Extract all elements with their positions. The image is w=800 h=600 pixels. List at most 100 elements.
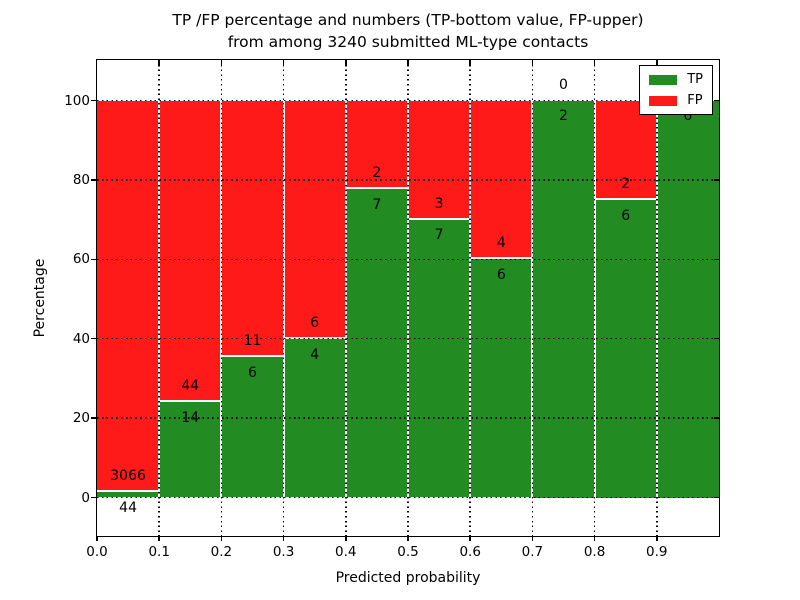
tp-bar-segment (656, 100, 719, 498)
tp-count-label: 44 (119, 499, 137, 516)
legend-row-fp: FP (649, 94, 703, 107)
y-tick-label: 20 (72, 410, 90, 427)
x-gridline (469, 60, 471, 536)
x-tick-inner (220, 60, 223, 65)
x-axis-label: Predicted probability (335, 570, 481, 586)
x-gridline (220, 60, 223, 536)
y-tick-label: 80 (72, 171, 90, 188)
x-tick-label: 0.8 (583, 544, 606, 560)
x-tick (407, 536, 409, 541)
x-gridline (407, 60, 409, 536)
tp-count-label: 6 (683, 108, 693, 125)
legend: TP FP (639, 65, 713, 115)
tp-count-label: 6 (496, 267, 506, 284)
x-tick-inner (469, 60, 471, 65)
x-tick-inner (282, 60, 285, 65)
tp-bar-segment (97, 491, 160, 498)
y-tick-inner (714, 417, 719, 419)
legend-swatch-tp (649, 74, 678, 85)
y-tick-inner (714, 258, 719, 261)
x-tick (282, 536, 285, 541)
x-tick-label: 0.5 (397, 544, 419, 560)
chart-title-line1: TP /FP percentage and numbers (TP-bottom… (172, 11, 644, 29)
x-tick-label: 0.2 (210, 544, 233, 560)
y-tick (91, 337, 96, 340)
chart-title-line2: from among 3240 submitted ML-type contac… (227, 33, 589, 51)
x-tick-inner (656, 60, 658, 65)
x-tick-label: 0.4 (335, 544, 357, 560)
fp-count-label: 6 (310, 314, 320, 331)
tp-count-label: 6 (248, 365, 257, 382)
tp-bar-segment (470, 259, 533, 498)
y-tick-inner (714, 337, 719, 340)
y-tick-label: 0 (81, 489, 90, 506)
fp-count-label: 11 (243, 333, 262, 350)
x-tick-label: 0.1 (148, 544, 170, 560)
fp-bar-segment (283, 100, 346, 339)
fp-count-label: 3 (434, 195, 444, 212)
fp-bar-segment (345, 100, 408, 189)
x-tick-label: 0.7 (521, 544, 544, 560)
tp-bar-segment (345, 188, 408, 498)
x-tick-inner (531, 60, 534, 65)
x-tick (96, 536, 98, 541)
x-tick-label: 0.3 (272, 544, 295, 560)
tp-count-label: 7 (434, 227, 444, 244)
x-gridline (531, 60, 534, 536)
fp-count-label: 2 (621, 175, 631, 192)
legend-swatch-fp (649, 95, 678, 106)
y-tick-inner (714, 496, 719, 499)
x-tick-label: 0.0 (86, 544, 108, 560)
x-gridline (282, 60, 285, 536)
x-tick (220, 536, 223, 541)
x-tick-inner (158, 60, 160, 65)
x-gridline (345, 60, 347, 536)
y-tick (91, 496, 96, 499)
fp-bar-segment (159, 100, 222, 402)
x-gridline (656, 60, 658, 536)
plot-area: 443066144461146727364206260 TP FP (96, 59, 720, 537)
y-tick-inner (714, 99, 719, 102)
y-tick (91, 417, 96, 419)
legend-label-fp: FP (687, 93, 703, 108)
tp-bar-segment (532, 100, 595, 498)
x-gridline (158, 60, 160, 536)
y-gridline (97, 99, 719, 102)
x-tick-label: 0.9 (646, 544, 668, 560)
tp-bar-segment (408, 219, 471, 498)
legend-label-tp: TP (687, 72, 703, 87)
fp-count-label: 3066 (110, 468, 146, 485)
y-gridline (97, 417, 719, 419)
tp-count-label: 2 (559, 108, 568, 125)
x-tick (656, 536, 658, 541)
x-tick-label: 0.6 (459, 544, 481, 560)
tp-count-label: 6 (621, 207, 631, 224)
x-tick-inner (593, 60, 596, 65)
y-tick-label: 60 (72, 251, 90, 268)
y-tick (91, 258, 96, 261)
x-tick-inner (407, 60, 409, 65)
legend-row-tp: TP (649, 73, 703, 86)
y-gridline (97, 337, 719, 340)
tp-count-label: 14 (181, 409, 200, 426)
x-tick (345, 536, 347, 541)
tp-count-label: 4 (310, 346, 320, 363)
fp-bar-segment (594, 100, 657, 200)
x-tick (531, 536, 534, 541)
x-tick (469, 536, 471, 541)
tp-count-label: 7 (372, 196, 382, 213)
x-tick-inner (345, 60, 347, 65)
y-gridline (97, 496, 719, 499)
y-tick-label: 40 (72, 330, 90, 347)
y-tick-label: 100 (64, 92, 90, 109)
x-tick (158, 536, 160, 541)
tp-bar-segment (221, 357, 284, 498)
x-gridline (593, 60, 596, 536)
fp-count-label: 4 (496, 235, 506, 252)
y-axis-label: Percentage (32, 258, 48, 338)
x-tick (593, 536, 596, 541)
y-tick (91, 179, 96, 181)
y-gridline (97, 258, 719, 261)
y-gridline (97, 179, 719, 181)
